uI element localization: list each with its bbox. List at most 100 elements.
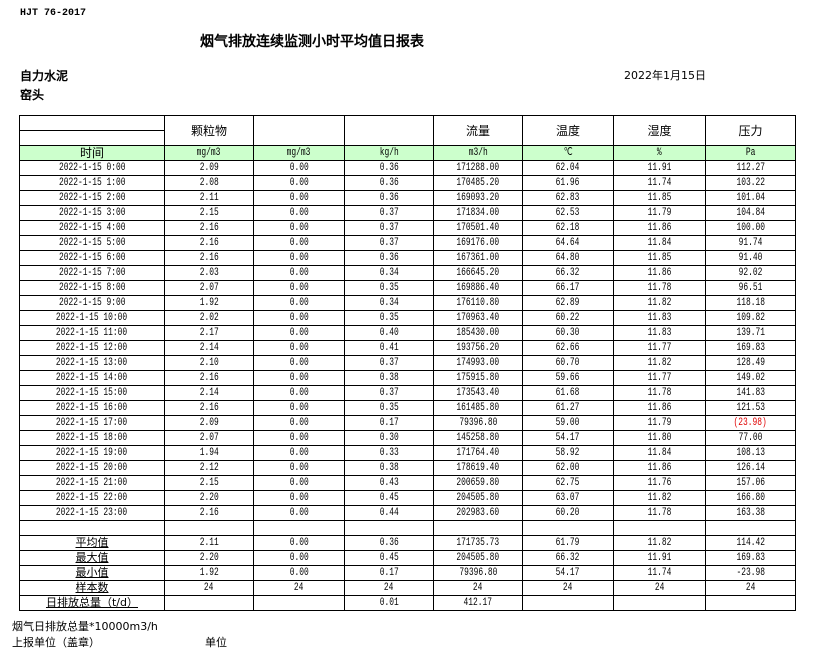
table-cell: 24 xyxy=(164,580,254,596)
table-cell: 0.43 xyxy=(344,475,434,491)
header-row: 颗粒物 流量 温度 湿度 压力 xyxy=(19,115,796,146)
table-cell: 0.00 xyxy=(253,235,345,251)
table-cell: 11.77 xyxy=(613,340,706,356)
cell-value: 112.27 xyxy=(736,162,765,174)
cell-value: 204505.80 xyxy=(456,492,500,504)
stat-row: 最大值 2.20 0.00 0.45 204505.80 66.32 11.91 169.83 xyxy=(19,550,796,566)
cell-value: 178619.40 xyxy=(456,462,500,474)
cell-value: 60.20 xyxy=(556,507,580,519)
report-table: 颗粒物 流量 温度 湿度 压力 时间 mg/m3 mg/m3 kg/h m3/h ℃% Pa 2022-… xyxy=(19,115,796,611)
cell-value: 0.30 xyxy=(379,432,399,444)
cell-value: 2.16 xyxy=(199,222,219,234)
cell-value: 0.36 xyxy=(379,162,399,174)
unit-cell: kg/h xyxy=(344,145,434,161)
cell-value: 2022-1-15 11:00 xyxy=(56,327,128,339)
header-cell: 温度 xyxy=(522,115,614,146)
table-cell: 11.74 xyxy=(613,175,706,191)
cell-value: 11.85 xyxy=(647,252,672,264)
table-row: 2022-1-15 17:00 2.09 0.00 0.17 79396.80 59.00… xyxy=(19,415,796,431)
table-cell: 0.00 xyxy=(253,430,345,446)
cell-value: 167361.00 xyxy=(456,252,500,264)
cell-value: 0.37 xyxy=(379,387,399,399)
cell-value: 175915.80 xyxy=(456,372,500,384)
table-cell: 2.11 xyxy=(164,535,254,551)
table-row: 2022-1-15 12:00 2.14 0.00 0.41 193756.20 62.6… xyxy=(19,340,796,356)
cell-value: 2.16 xyxy=(199,237,219,249)
cell-value: 2022-1-15 1:00 xyxy=(58,177,126,189)
table-row: 2022-1-15 23:00 2.16 0.00 0.44 202983.60 60.2… xyxy=(19,505,796,521)
cell-value: 174993.00 xyxy=(456,357,500,369)
table-cell: 11.85 xyxy=(613,250,706,266)
table-cell: 11.79 xyxy=(613,205,706,221)
cell-value: 0.00 xyxy=(289,537,309,549)
cell-value: 114.42 xyxy=(736,537,765,549)
table-cell: 64.64 xyxy=(522,235,614,251)
table-cell xyxy=(705,595,796,611)
table-cell: 0.45 xyxy=(344,550,434,566)
table-cell: 0.00 xyxy=(253,475,345,491)
table-row: 2022-1-15 18:00 2.07 0.00 0.30 145258.80 54.1… xyxy=(19,430,796,446)
cell-value: 1.92 xyxy=(199,567,219,579)
cell-value: 2.20 xyxy=(199,492,219,504)
table-cell: 166645.20 xyxy=(433,265,523,281)
cell-value: 2022-1-15 7:00 xyxy=(58,267,126,279)
cell-value: 2022-1-15 5:00 xyxy=(58,237,126,249)
cell-value: 11.82 xyxy=(647,492,672,504)
cell-value: 0.00 xyxy=(289,252,309,264)
table-row: 2022-1-15 10:00 2.02 0.00 0.35 170963.40 60.2… xyxy=(19,310,796,326)
cell-value: 63.07 xyxy=(556,492,580,504)
table-cell: 0.00 xyxy=(253,340,345,356)
table-cell: 0.30 xyxy=(344,430,434,446)
table-cell: 0.00 xyxy=(253,250,345,266)
cell-value: 185430.00 xyxy=(456,327,500,339)
cell-value: 62.53 xyxy=(556,207,580,219)
cell-value: 62.83 xyxy=(556,192,580,204)
cell-value: 170485.20 xyxy=(456,177,500,189)
cell-value: 1.92 xyxy=(199,297,219,309)
cell-value: 最大值 xyxy=(75,551,109,565)
table-cell: 11.77 xyxy=(613,370,706,386)
table-cell: 2022-1-15 0:00 xyxy=(19,160,165,176)
cell-value: 169176.00 xyxy=(456,237,500,249)
table-cell: 11.76 xyxy=(613,475,706,491)
table-cell: 62.53 xyxy=(522,205,614,221)
table-cell: 2022-1-15 23:00 xyxy=(19,505,165,521)
table-cell: 11.78 xyxy=(613,385,706,401)
cell-value: 11.78 xyxy=(647,387,672,399)
cell-value: 0.00 xyxy=(289,237,309,249)
table-cell: 11.91 xyxy=(613,160,706,176)
table-cell: 193756.20 xyxy=(433,340,523,356)
cell-value: 11.82 xyxy=(647,297,672,309)
cell-value: 96.51 xyxy=(738,282,763,294)
table-cell: 118.18 xyxy=(705,295,796,311)
cell-value: 11.79 xyxy=(647,417,672,429)
table-cell: 11.82 xyxy=(613,355,706,371)
blank-row xyxy=(19,520,796,536)
table-row: 2022-1-15 16:00 2.16 0.00 0.35 161485.80 61.2… xyxy=(19,400,796,416)
table-cell: 1.94 xyxy=(164,445,254,461)
unit-cell: 时间 xyxy=(19,145,165,161)
cell-value: 0.00 xyxy=(289,297,309,309)
table-cell: 2022-1-15 11:00 xyxy=(19,325,165,341)
cell-value: 108.13 xyxy=(736,447,765,459)
table-cell: 0.45 xyxy=(344,490,434,506)
unit-text: 时间 xyxy=(79,146,104,160)
table-cell: 100.00 xyxy=(705,220,796,236)
table-cell: 2.16 xyxy=(164,505,254,521)
table-cell: 173543.40 xyxy=(433,385,523,401)
cell-value: (23.98) xyxy=(733,417,768,429)
table-cell: 11.82 xyxy=(613,295,706,311)
cell-value: 0.37 xyxy=(379,207,399,219)
table-cell: 11.84 xyxy=(613,235,706,251)
table-cell: 0.00 xyxy=(253,220,345,236)
table-cell: 171288.00 xyxy=(433,160,523,176)
table-cell: 62.89 xyxy=(522,295,614,311)
table-cell: 2.07 xyxy=(164,280,254,296)
cell-value: 样本数 xyxy=(75,581,109,595)
cell-value: 61.79 xyxy=(556,537,580,549)
table-cell: 157.06 xyxy=(705,475,796,491)
cell-value: 66.32 xyxy=(556,552,580,564)
table-cell: 0.34 xyxy=(344,265,434,281)
cell-value: 0.38 xyxy=(379,372,399,384)
cell-value: 66.32 xyxy=(556,267,580,279)
